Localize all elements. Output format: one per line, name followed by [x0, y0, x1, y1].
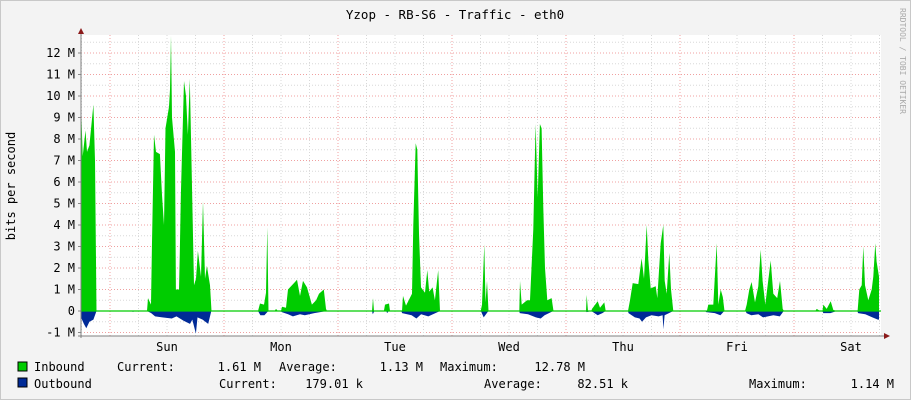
y-tick-label: 5 M	[53, 197, 75, 211]
grid	[81, 35, 881, 336]
y-tick-label: 4 M	[53, 218, 75, 232]
inbound-average: 1.13 M	[380, 360, 423, 374]
y-tick-label: 11 M	[46, 68, 75, 82]
outbound-current: 179.01 k	[305, 377, 364, 391]
y-tick-label: 10 M	[46, 89, 75, 103]
y-tick-label: -1 M	[46, 326, 75, 340]
inbound-average-label: Average:	[279, 360, 337, 374]
axes	[78, 28, 890, 339]
y-tick-label: 0	[68, 304, 75, 318]
inbound-current-label: Current:	[117, 360, 175, 374]
legend-outbound: Outbound Current: 179.01 k Average: 82.5…	[17, 377, 894, 391]
x-tick-label: Sat	[840, 340, 862, 354]
x-tick-label: Mon	[270, 340, 292, 354]
outbound-average-label: Average:	[484, 377, 542, 391]
y-tick-label: 6 M	[53, 175, 75, 189]
x-axis-arrow-icon	[884, 333, 890, 339]
outbound-area	[81, 311, 880, 334]
outbound-average: 82.51 k	[577, 377, 628, 391]
x-tick-label: Wed	[498, 340, 520, 354]
inbound-swatch	[17, 361, 28, 372]
outbound-maximum: 1.14 M	[851, 377, 894, 391]
y-tick-label: 3 M	[53, 240, 75, 254]
inbound-area	[81, 35, 880, 312]
outbound-swatch	[17, 377, 28, 388]
outbound-current-label: Current:	[219, 377, 277, 391]
series-areas	[81, 35, 881, 334]
x-tick-label: Thu	[612, 340, 634, 354]
inbound-maximum-label: Maximum:	[440, 360, 498, 374]
outbound-label: Outbound	[34, 377, 92, 391]
legend: Inbound Current: 1.61 M Average: 1.13 M …	[17, 360, 894, 391]
y-tick-label: 2 M	[53, 261, 75, 275]
x-tick-label: Sun	[156, 340, 178, 354]
x-tick-label: Tue	[384, 340, 406, 354]
x-tick-labels: Sun Mon Tue Wed Thu Fri Sat	[156, 340, 862, 354]
y-tick-label: 8 M	[53, 132, 75, 146]
watermark: RRDTOOL / TOBI OETIKER	[898, 8, 907, 114]
y-axis-arrow-icon	[78, 28, 84, 34]
chart-title: Yzop - RB-S6 - Traffic - eth0	[346, 7, 564, 22]
y-tick-label: 12 M	[46, 46, 75, 60]
x-tick-label: Fri	[726, 340, 748, 354]
outbound-maximum-label: Maximum:	[749, 377, 807, 391]
legend-inbound: Inbound Current: 1.61 M Average: 1.13 M …	[17, 360, 585, 374]
y-tick-label: 9 M	[53, 111, 75, 125]
inbound-maximum: 12.78 M	[534, 360, 585, 374]
y-tick-labels: 12 M 11 M 10 M 9 M 8 M 7 M 6 M 5 M 4 M 3 M 2 M 1 M 0…	[46, 46, 81, 340]
y-tick-label: 7 M	[53, 154, 75, 168]
inbound-label: Inbound	[34, 360, 85, 374]
y-tick-label: 1 M	[53, 283, 75, 297]
inbound-current: 1.61 M	[218, 360, 261, 374]
y-axis-label: bits per second	[4, 132, 18, 240]
